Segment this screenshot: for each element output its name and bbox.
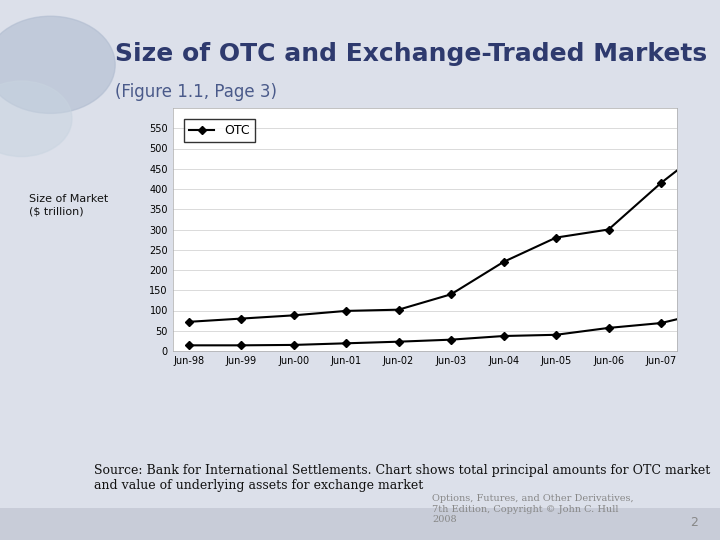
- Exchange: [184, 342, 193, 349]
- OTC: [289, 312, 298, 319]
- OTC: [499, 259, 508, 265]
- OTC: [709, 139, 718, 145]
- Exchange: [604, 325, 613, 331]
- Exchange: [552, 332, 560, 338]
- Text: Source: Bank for International Settlements. Chart shows total principal amounts : Source: Bank for International Settlemen…: [94, 464, 710, 492]
- Exchange: [709, 307, 718, 314]
- Exchange: [446, 336, 455, 343]
- OTC: [184, 319, 193, 325]
- Exchange: [342, 340, 351, 347]
- Exchange: [499, 333, 508, 339]
- OTC: [342, 308, 351, 314]
- Circle shape: [0, 81, 72, 157]
- Exchange: [289, 342, 298, 348]
- OTC: [395, 306, 403, 313]
- Circle shape: [0, 16, 115, 113]
- OTC: [604, 226, 613, 233]
- Exchange: [395, 339, 403, 345]
- Text: 2: 2: [690, 516, 698, 529]
- OTC: [657, 180, 665, 186]
- OTC: [237, 315, 246, 322]
- Exchange: [657, 320, 665, 326]
- FancyBboxPatch shape: [0, 508, 720, 540]
- Line: OTC: OTC: [186, 139, 716, 325]
- Text: Size of OTC and Exchange-Traded Markets: Size of OTC and Exchange-Traded Markets: [115, 42, 707, 66]
- OTC: [552, 234, 560, 241]
- Text: Options, Futures, and Other Derivatives,
7th Edition, Copyright © John C. Hull
2: Options, Futures, and Other Derivatives,…: [432, 494, 634, 524]
- Text: (Figure 1.1, Page 3): (Figure 1.1, Page 3): [115, 83, 277, 101]
- OTC: [446, 291, 455, 298]
- Legend: OTC: OTC: [184, 119, 255, 142]
- Line: Exchange: Exchange: [186, 308, 716, 348]
- Exchange: [237, 342, 246, 349]
- Text: Size of Market
($ trillion): Size of Market ($ trillion): [29, 194, 108, 216]
